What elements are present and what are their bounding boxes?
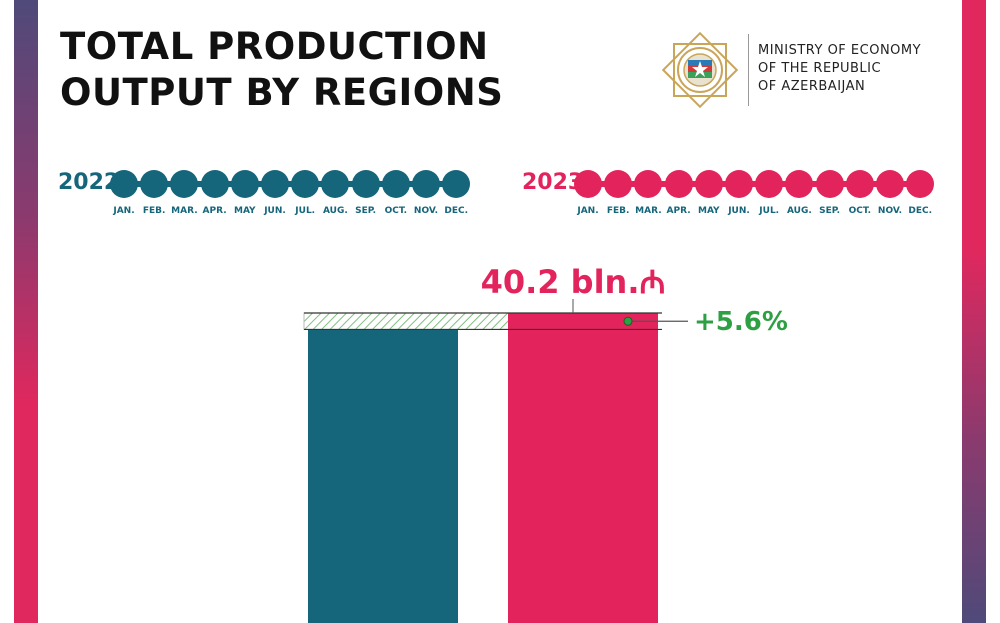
month-dot: [755, 170, 784, 198]
month-label: JUN.: [264, 206, 286, 216]
difference-band: [303, 312, 513, 330]
month-dot: [876, 170, 904, 198]
title-line-2: OUTPUT BY REGIONS: [60, 71, 504, 114]
month-dot: [845, 170, 874, 198]
month-dot: [442, 170, 471, 198]
month-label: SEP.: [819, 206, 841, 216]
month-dot: [200, 170, 229, 198]
month-label: NOV.: [413, 206, 439, 216]
timeline-year-2023: 2023: [522, 170, 584, 195]
month-dot: [694, 170, 723, 198]
change-label: +5.6%: [694, 307, 788, 337]
bar-2022: [308, 329, 458, 623]
month-dot: [725, 170, 753, 198]
left-gradient-bar: [14, 0, 38, 623]
month-dot: [574, 170, 602, 198]
month-label: FEB.: [606, 206, 630, 216]
month-dots-2023: JAN. FEB. MAR. APR. MAY JUN. JUL. AUG. SEP. OCT. N…: [574, 170, 935, 216]
month-dot: [230, 170, 259, 198]
month-label: JUL.: [759, 206, 780, 216]
timeline-line: [116, 181, 464, 187]
month-label: OCT.: [848, 206, 872, 216]
bar-value-label: 40.2 bln.₼: [481, 263, 666, 301]
month-dot: [321, 170, 350, 198]
month-label: MAY: [234, 206, 256, 216]
ministry-name: MINISTRY OF ECONOMY OF THE REPUBLIC OF A…: [758, 42, 921, 96]
azerbaijan-emblem-icon: [661, 31, 739, 109]
month-label: MAR.: [635, 206, 662, 216]
month-dot: [110, 170, 138, 198]
month-dot: [261, 170, 289, 198]
ministry-logo: MINISTRY OF ECONOMY OF THE REPUBLIC OF A…: [660, 30, 960, 110]
production-bar-chart: 40.2 bln.₼ +5.6%: [303, 263, 788, 623]
title-line-1: TOTAL PRODUCTION: [60, 25, 489, 68]
month-label: JAN.: [577, 206, 599, 216]
month-dot: [815, 170, 844, 198]
month-dot: [785, 170, 814, 198]
month-label: NOV.: [877, 206, 903, 216]
month-dot: [140, 170, 169, 198]
timeline-line: [580, 181, 928, 187]
month-label: DEC.: [444, 206, 469, 216]
change-marker-dot: [623, 316, 633, 326]
month-label: DEC.: [908, 206, 933, 216]
logo-divider: [748, 34, 749, 106]
month-dots-2022: JAN. FEB. MAR. APR. MAY JUN. JUL. AUG. SEP. OCT. N…: [110, 170, 471, 216]
month-dot: [170, 170, 199, 198]
month-label: AUG.: [322, 206, 348, 216]
month-dot: [906, 170, 935, 198]
right-gradient-bar: [962, 0, 986, 623]
month-label: APR.: [202, 206, 227, 216]
month-dot: [664, 170, 693, 198]
month-label: JUN.: [728, 206, 750, 216]
month-label: MAR.: [171, 206, 198, 216]
month-dot: [634, 170, 663, 198]
bar-2023: [508, 313, 658, 623]
month-label: SEP.: [355, 206, 377, 216]
month-dot: [412, 170, 440, 198]
month-dot: [291, 170, 320, 198]
month-label: MAY: [698, 206, 720, 216]
month-label: OCT.: [384, 206, 408, 216]
month-label: APR.: [666, 206, 691, 216]
month-dot: [381, 170, 410, 198]
page-title: TOTAL PRODUCTION OUTPUT BY REGIONS: [60, 24, 503, 116]
month-label: FEB.: [142, 206, 166, 216]
month-label: JAN.: [113, 206, 135, 216]
ministry-line-1: MINISTRY OF ECONOMY: [758, 43, 922, 58]
ministry-line-2: OF THE REPUBLIC: [758, 61, 882, 76]
month-label: AUG.: [786, 206, 812, 216]
ministry-line-3: OF AZERBAIJAN: [758, 79, 866, 94]
month-label: JUL.: [295, 206, 316, 216]
timeline-year-2022: 2022: [58, 170, 120, 195]
month-dot: [604, 170, 633, 198]
month-dot: [351, 170, 380, 198]
